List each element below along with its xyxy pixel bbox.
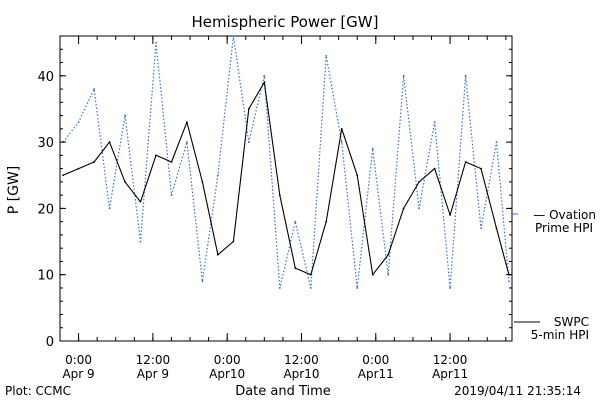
data-point-ovation	[232, 35, 235, 37]
series-line-swpc	[62, 81, 510, 276]
data-point-swpc	[216, 253, 219, 256]
x-tick-label-date: Apr 9	[137, 367, 169, 381]
data-point-swpc	[402, 207, 405, 210]
y-tick-label: 30	[37, 136, 54, 151]
data-point-swpc	[93, 161, 95, 163]
data-point-ovation	[108, 207, 111, 210]
data-point-ovation	[155, 41, 157, 44]
data-point-ovation	[278, 287, 281, 289]
data-point-swpc	[418, 180, 421, 183]
data-point-ovation	[495, 141, 498, 143]
data-point-ovation	[93, 88, 95, 90]
data-point-ovation	[325, 54, 328, 57]
data-point-swpc	[294, 267, 297, 269]
data-point-ovation	[247, 141, 250, 143]
y-tick-label: 0	[46, 335, 54, 350]
data-point-swpc	[155, 154, 157, 157]
data-point-ovation	[216, 174, 219, 177]
data-point-ovation	[387, 273, 390, 276]
data-point-ovation	[480, 227, 482, 230]
x-tick-label-time: 0:00	[362, 353, 389, 367]
x-tick-label-date: Apr 9	[62, 367, 94, 381]
data-point-swpc	[449, 214, 451, 216]
data-point-swpc	[340, 127, 343, 130]
chart-title: Hemispheric Power [GW]	[192, 13, 379, 31]
data-point-ovation	[263, 74, 266, 77]
data-point-swpc	[232, 240, 235, 243]
data-point-ovation	[371, 147, 374, 150]
swpc-legend-line1: SWPC	[554, 315, 589, 329]
series-layer	[62, 35, 510, 289]
data-point-ovation	[124, 114, 126, 117]
swpc-legend-line2: 5-min HPI	[531, 328, 589, 342]
data-point-swpc	[247, 108, 250, 110]
data-point-swpc	[278, 194, 281, 197]
x-tick-label-date: Apr11	[432, 367, 468, 381]
data-point-ovation	[356, 287, 359, 289]
data-point-swpc	[62, 174, 64, 177]
series-line-ovation	[62, 35, 510, 289]
data-point-swpc	[139, 200, 142, 203]
x-tick-label-time: 0:00	[65, 353, 92, 367]
data-point-swpc	[387, 253, 390, 256]
data-point-swpc	[108, 141, 111, 143]
y-tick-label: 20	[37, 202, 54, 217]
data-point-ovation	[201, 280, 204, 283]
data-point-ovation	[309, 287, 312, 289]
x-tick-label-time: 0:00	[214, 353, 241, 367]
x-tick-label-time: 12:00	[433, 353, 468, 367]
timestamp: 2019/04/11 21:35:14	[454, 384, 581, 398]
plot-credit: Plot: CCMC	[5, 384, 71, 398]
data-point-swpc	[201, 180, 204, 183]
data-point-swpc	[77, 167, 80, 170]
x-tick-label-date: Apr11	[358, 367, 394, 381]
data-point-ovation	[402, 74, 405, 77]
data-point-swpc	[263, 81, 266, 84]
data-point-ovation	[340, 141, 343, 143]
plot-frame	[59, 35, 513, 342]
x-axis-label: Date and Time	[235, 384, 331, 399]
ovation-legend-line2: Prime HPI	[535, 221, 593, 235]
data-point-swpc	[480, 167, 482, 170]
data-point-swpc	[170, 161, 173, 163]
y-axis: 0 10 20 30 40	[37, 35, 512, 350]
data-point-ovation	[418, 207, 421, 210]
data-point-ovation	[186, 141, 188, 143]
data-point-swpc	[433, 167, 436, 170]
data-point-swpc	[309, 273, 312, 276]
x-tick-label-time: 12:00	[136, 353, 171, 367]
y-axis-label: P [GW]	[6, 166, 22, 215]
data-point-swpc	[325, 220, 328, 223]
y-tick-label: 40	[37, 70, 54, 85]
x-tick-label-date: Apr10	[283, 367, 319, 381]
data-point-ovation	[464, 74, 467, 77]
data-point-swpc	[464, 161, 467, 163]
x-tick-label-time: 12:00	[284, 353, 319, 367]
data-point-swpc	[124, 180, 126, 183]
data-point-ovation	[433, 121, 436, 124]
data-point-swpc	[356, 174, 359, 177]
data-point-ovation	[449, 287, 451, 289]
ovation-legend-line1: — Ovation	[533, 208, 596, 222]
data-point-ovation	[508, 280, 510, 283]
x-tick-label-date: Apr10	[209, 367, 245, 381]
data-point-ovation	[139, 240, 142, 243]
data-point-ovation	[77, 121, 80, 124]
data-point-swpc	[371, 273, 374, 276]
data-point-ovation	[170, 194, 173, 197]
data-point-ovation	[294, 220, 297, 223]
data-point-swpc	[495, 227, 498, 230]
data-point-swpc	[186, 121, 188, 124]
y-tick-label: 10	[37, 269, 54, 284]
